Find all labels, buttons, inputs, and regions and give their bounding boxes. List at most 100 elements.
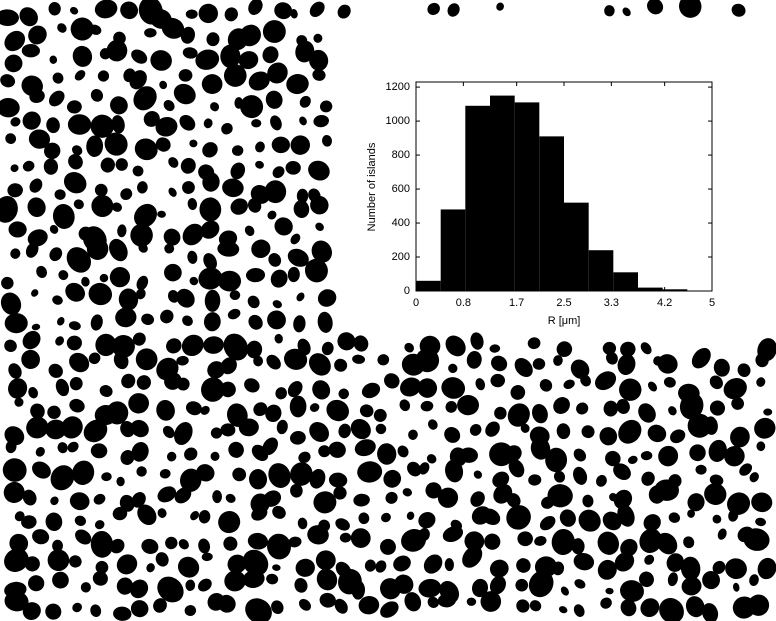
island: [658, 445, 679, 467]
island: [168, 157, 179, 168]
island: [407, 461, 422, 477]
island: [539, 515, 556, 531]
island: [118, 288, 139, 311]
island: [373, 408, 387, 422]
island: [10, 164, 19, 173]
island: [553, 397, 570, 414]
bar: [440, 209, 466, 291]
island: [290, 462, 313, 486]
island: [425, 482, 442, 499]
island: [22, 602, 41, 620]
island: [239, 24, 261, 47]
island: [251, 239, 271, 259]
island: [417, 378, 438, 398]
island: [69, 398, 85, 413]
y-tick-label: 600: [392, 183, 410, 195]
island: [527, 337, 541, 350]
island: [613, 489, 633, 510]
island: [442, 526, 464, 543]
island: [466, 597, 477, 606]
bar: [564, 202, 589, 291]
island: [702, 570, 720, 590]
island: [311, 240, 332, 263]
island: [459, 447, 478, 463]
island: [155, 552, 169, 567]
island: [113, 606, 132, 621]
island: [685, 596, 705, 618]
island: [647, 381, 658, 392]
x-tick-label: 0.8: [456, 297, 471, 309]
island: [704, 416, 718, 435]
island: [599, 427, 618, 446]
island: [120, 421, 135, 438]
y-tick-label: 1000: [386, 115, 410, 127]
island: [640, 451, 653, 461]
island: [393, 555, 411, 572]
island: [74, 70, 86, 81]
island: [198, 267, 223, 290]
island: [338, 423, 351, 439]
island: [381, 512, 391, 523]
island: [180, 26, 195, 44]
island: [31, 323, 41, 331]
island: [339, 532, 352, 543]
island: [600, 597, 612, 609]
island: [437, 593, 457, 608]
island: [627, 455, 638, 464]
island: [318, 445, 331, 458]
island: [5, 133, 17, 144]
island: [298, 451, 311, 464]
island: [667, 572, 678, 587]
x-tick-label: 2.5: [556, 297, 571, 309]
island: [353, 493, 370, 507]
island: [2, 458, 27, 482]
island: [570, 359, 590, 379]
island: [755, 517, 767, 527]
island: [749, 472, 759, 483]
island: [90, 89, 104, 102]
island: [271, 600, 284, 615]
island: [528, 570, 554, 598]
island: [272, 166, 285, 178]
island: [21, 515, 37, 529]
island: [384, 373, 400, 389]
island: [515, 578, 529, 592]
island: [94, 183, 108, 197]
island: [230, 162, 246, 180]
island: [120, 1, 139, 20]
island: [578, 509, 601, 532]
island: [441, 377, 466, 399]
island: [182, 223, 204, 246]
island: [290, 431, 306, 445]
island: [266, 354, 281, 370]
island: [28, 575, 45, 592]
island: [164, 243, 175, 254]
island: [547, 484, 573, 508]
bar: [588, 250, 614, 291]
island: [163, 228, 181, 246]
island: [312, 69, 326, 81]
island: [67, 441, 79, 453]
island: [309, 1, 325, 17]
island: [605, 587, 614, 595]
island: [528, 474, 542, 486]
island: [444, 426, 461, 443]
island: [285, 160, 301, 175]
island: [189, 139, 198, 148]
island: [163, 99, 175, 112]
island: [351, 580, 366, 600]
island: [717, 528, 727, 540]
island: [230, 198, 248, 215]
island: [415, 348, 440, 373]
island: [691, 347, 711, 369]
island: [358, 595, 380, 615]
island: [299, 116, 307, 126]
island: [580, 374, 591, 387]
island: [641, 471, 655, 486]
island: [516, 558, 531, 573]
island: [470, 332, 484, 350]
island: [57, 23, 67, 33]
island: [95, 560, 109, 574]
island: [227, 308, 241, 320]
island: [457, 395, 480, 416]
